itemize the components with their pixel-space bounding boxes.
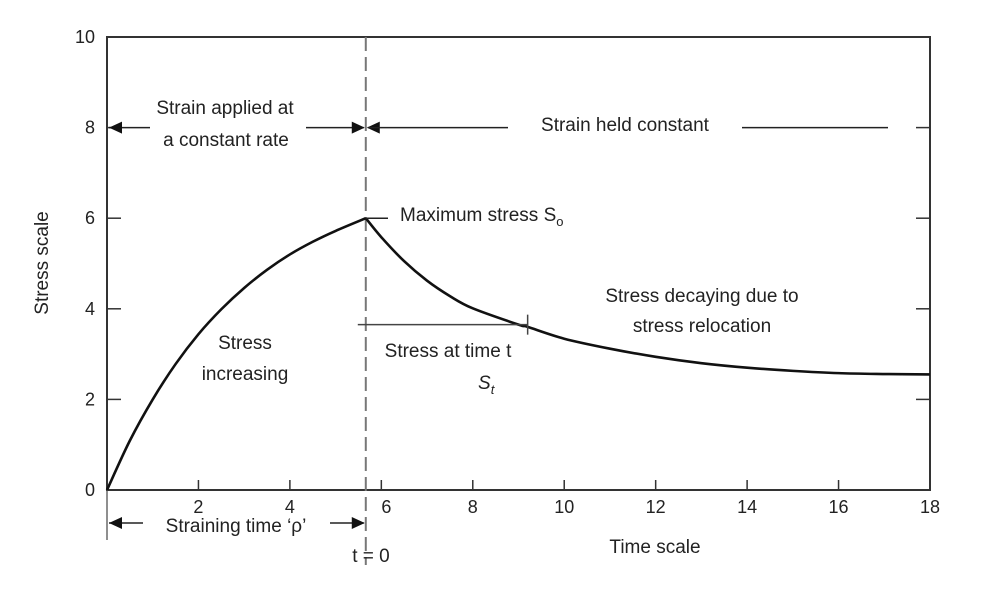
st-sub: t — [491, 382, 496, 397]
arrow-right-icon — [351, 121, 365, 134]
stress-decay-curve — [364, 217, 931, 376]
annotation-strain-held: Strain held constant — [541, 115, 710, 136]
x-tick-label: 18 — [920, 497, 940, 517]
x-tick-label: 16 — [829, 497, 849, 517]
y-tick-label: 4 — [85, 299, 95, 319]
annotation-decaying-1: Stress decaying due to — [605, 286, 798, 307]
annotation-decaying-2: stress relocation — [633, 316, 771, 337]
annotation-stress-at-time: Stress at time t — [385, 341, 512, 362]
arrow-right-icon — [351, 517, 365, 529]
x-axis-label: Time scale — [609, 537, 700, 558]
x-tick-label: 14 — [737, 497, 757, 517]
axes — [106, 36, 931, 491]
max-stress-sub: o — [556, 214, 563, 229]
annotation-increasing-2: increasing — [202, 364, 289, 385]
y-tick-label: 8 — [85, 118, 95, 138]
x-tick-label: 4 — [285, 497, 295, 517]
arrow-left-icon — [109, 517, 122, 529]
y-axis-label: Stress scale — [32, 211, 53, 314]
annotation-st: St — [478, 373, 496, 397]
annotation-increasing-1: Stress — [218, 333, 272, 354]
arrow-left-icon — [109, 121, 122, 134]
annotation-max-stress: Maximum stress So — [400, 205, 563, 229]
y-tick-label: 6 — [85, 208, 95, 228]
st-text: S — [478, 373, 491, 394]
y-tick-label: 0 — [85, 480, 95, 500]
x-tick-label: 10 — [554, 497, 574, 517]
stress-increasing-curve — [105, 217, 367, 491]
x-tick-label: 8 — [468, 497, 478, 517]
x-tick-label: 2 — [193, 497, 203, 517]
x-tick-label: 6 — [381, 497, 391, 517]
y-tick-label: 10 — [75, 27, 95, 47]
x-tick-label: 12 — [646, 497, 666, 517]
max-stress-text: Maximum stress S — [400, 205, 556, 226]
y-tick-label: 2 — [85, 389, 95, 409]
annotation-strain-applied-2: a constant rate — [163, 130, 289, 151]
plot-frame — [106, 36, 931, 491]
annotation-straining-time: Straining time ‘ρ’ — [166, 516, 307, 537]
annotation-strain-applied-1: Strain applied at — [156, 98, 294, 119]
annotation-t-zero: t = 0 — [352, 546, 390, 567]
